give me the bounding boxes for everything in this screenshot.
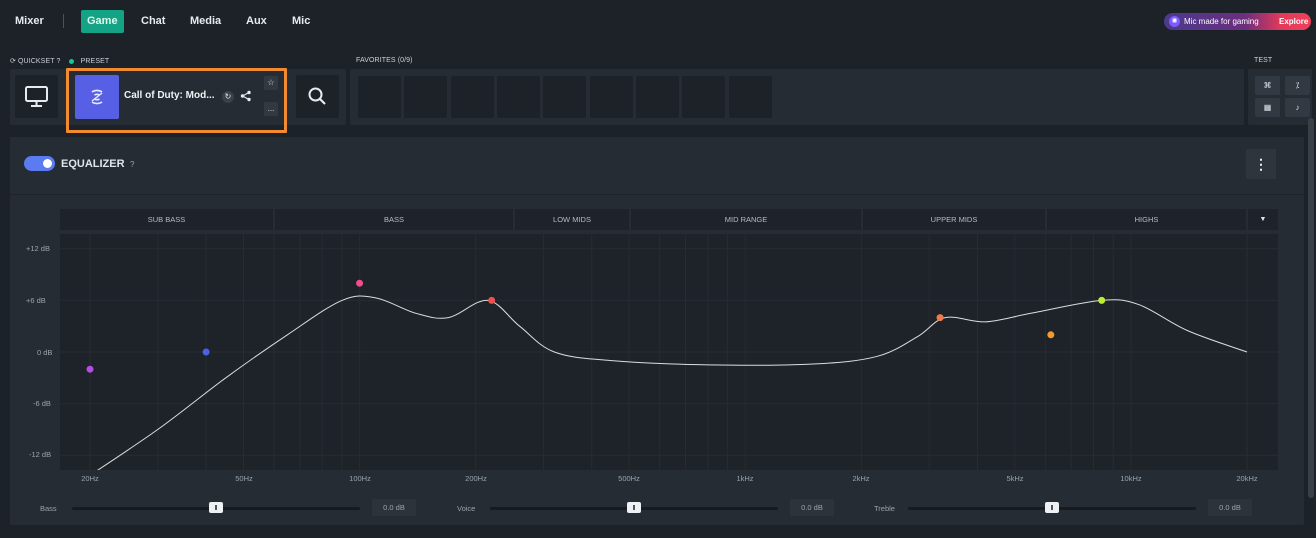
eq-band-point-1[interactable] [86,365,94,373]
quickset-help-icon[interactable]: ? [56,58,61,65]
favorite-star-icon[interactable]: ☆ [264,76,278,90]
y-tick-label: -12 dB [29,450,52,459]
preset-label: PRESET [80,58,110,65]
voice-value[interactable]: 0.0 dB [790,499,834,516]
x-tick-label: 200Hz [465,474,487,483]
preset-search-button[interactable] [296,75,339,118]
favorite-slot[interactable] [590,76,633,118]
favorite-slot[interactable] [497,76,540,118]
treble-value[interactable]: 0.0 dB [1208,499,1252,516]
test-game-button[interactable]: ⌘ [1255,76,1280,95]
quickset-monitor-button[interactable] [15,75,58,118]
preset-image[interactable] [75,75,119,119]
x-tick-label: 5kHz [1006,474,1024,483]
film-icon: ▦ [1263,103,1272,112]
eq-band-point-4[interactable] [488,296,496,304]
eq-band-point-6[interactable] [1047,331,1055,339]
bass-label: Bass [40,504,57,513]
equalizer-title: EQUALIZER [61,158,125,170]
x-tick-label: 20kHz [1236,474,1258,483]
share-icon[interactable] [239,89,253,103]
treble-label: Treble [874,504,895,513]
eq-band-point-3[interactable] [356,279,364,287]
signal-icon [91,89,103,105]
favorite-slot[interactable] [729,76,772,118]
x-tick-label: 10kHz [1120,474,1142,483]
favorite-slot[interactable] [404,76,447,118]
search-icon [308,87,326,105]
x-tick-label: 20Hz [81,474,99,483]
band-upper-mids[interactable]: UPPER MIDS [863,209,1047,230]
equalizer-toggle[interactable] [24,156,55,171]
preset-highlight-box [66,68,287,133]
favorite-slot[interactable] [543,76,586,118]
eq-graph[interactable] [60,234,1278,482]
equalizer-header-divider [10,194,1304,195]
toggle-knob [43,159,52,168]
chevron-down-icon[interactable]: ▼ [1259,216,1267,223]
y-tick-label: +12 dB [26,244,50,253]
test-music-button[interactable]: ♪ [1285,98,1310,117]
test-label: TEST [1254,57,1273,64]
scrollbar[interactable] [1308,118,1314,498]
quickset-header: ⟳ QUICKSET ? PRESET [10,57,109,65]
y-tick-label: +6 dB [26,296,46,305]
eq-response-curve [81,295,1248,482]
band-mid-range[interactable]: MID RANGE [631,209,863,230]
eq-band-point-5[interactable] [936,314,944,322]
kebab-menu-icon: ⋮ [1254,156,1268,172]
test-chat-button[interactable]: ⁒ [1285,76,1310,95]
x-tick-label: 50Hz [235,474,253,483]
music-note-icon: ♪ [1295,103,1300,112]
tab-media[interactable]: Media [190,15,222,27]
equalizer-help-icon[interactable]: ? [130,160,135,169]
bass-value[interactable]: 0.0 dB [372,499,416,516]
band-highs[interactable]: HIGHS [1047,209,1248,230]
voice-label: Voice [457,504,476,513]
favorite-slot[interactable] [682,76,725,118]
bass-slider-thumb[interactable] [209,502,223,513]
treble-slider-thumb[interactable] [1045,502,1059,513]
gamepad-icon: ⌘ [1263,81,1272,90]
nav-mixer[interactable]: Mixer [15,15,44,27]
x-tick-label: 100Hz [349,474,371,483]
preset-more-button[interactable]: ... [264,102,278,116]
eq-band-point-7[interactable] [1098,296,1106,304]
equalizer-menu-button[interactable]: ⋮ [1246,149,1276,179]
voice-slider-thumb[interactable] [627,502,641,513]
preset-status-dot [68,58,74,64]
preset-sync-icon[interactable]: ↻ [222,91,234,103]
promo-explore-link[interactable]: Explore [1279,17,1309,26]
promo-text: Mic made for gaming [1184,17,1259,26]
nav-divider [63,14,64,28]
monitor-icon [25,86,48,107]
band-bar: SUB BASS BASS LOW MIDS MID RANGE UPPER M… [60,209,1278,230]
eq-band-point-2[interactable] [202,348,210,356]
test-movie-button[interactable]: ▦ [1255,98,1280,117]
tab-aux[interactable]: Aux [246,15,267,27]
favorites-label: FAVORITES (0/9) [356,57,413,64]
favorite-slot[interactable] [451,76,494,118]
band-low-mids[interactable]: LOW MIDS [515,209,631,230]
x-tick-label: 2kHz [852,474,870,483]
eq-graph-svg [60,234,1278,482]
tab-mic[interactable]: Mic [292,15,311,27]
promo-banner[interactable]: ✺ Mic made for gaming Explore [1164,13,1311,30]
favorite-slot[interactable] [358,76,401,118]
band-bass[interactable]: BASS [275,209,515,230]
preset-name[interactable]: Call of Duty: Mod... [124,90,215,101]
refresh-icon: ⟳ [10,58,16,65]
tab-chat[interactable]: Chat [141,15,166,27]
x-tick-label: 1kHz [736,474,754,483]
band-sub-bass[interactable]: SUB BASS [60,209,275,230]
quickset-label: QUICKSET [18,58,55,65]
mic-off-icon: ⁒ [1295,81,1300,90]
x-tick-label: 500Hz [618,474,640,483]
top-nav-bar [0,0,1316,44]
steelseries-icon: ✺ [1169,16,1180,27]
favorite-slot[interactable] [636,76,679,118]
tab-game[interactable]: Game [81,10,124,33]
y-tick-label: -6 dB [33,399,51,408]
y-tick-label: 0 dB [37,348,53,357]
